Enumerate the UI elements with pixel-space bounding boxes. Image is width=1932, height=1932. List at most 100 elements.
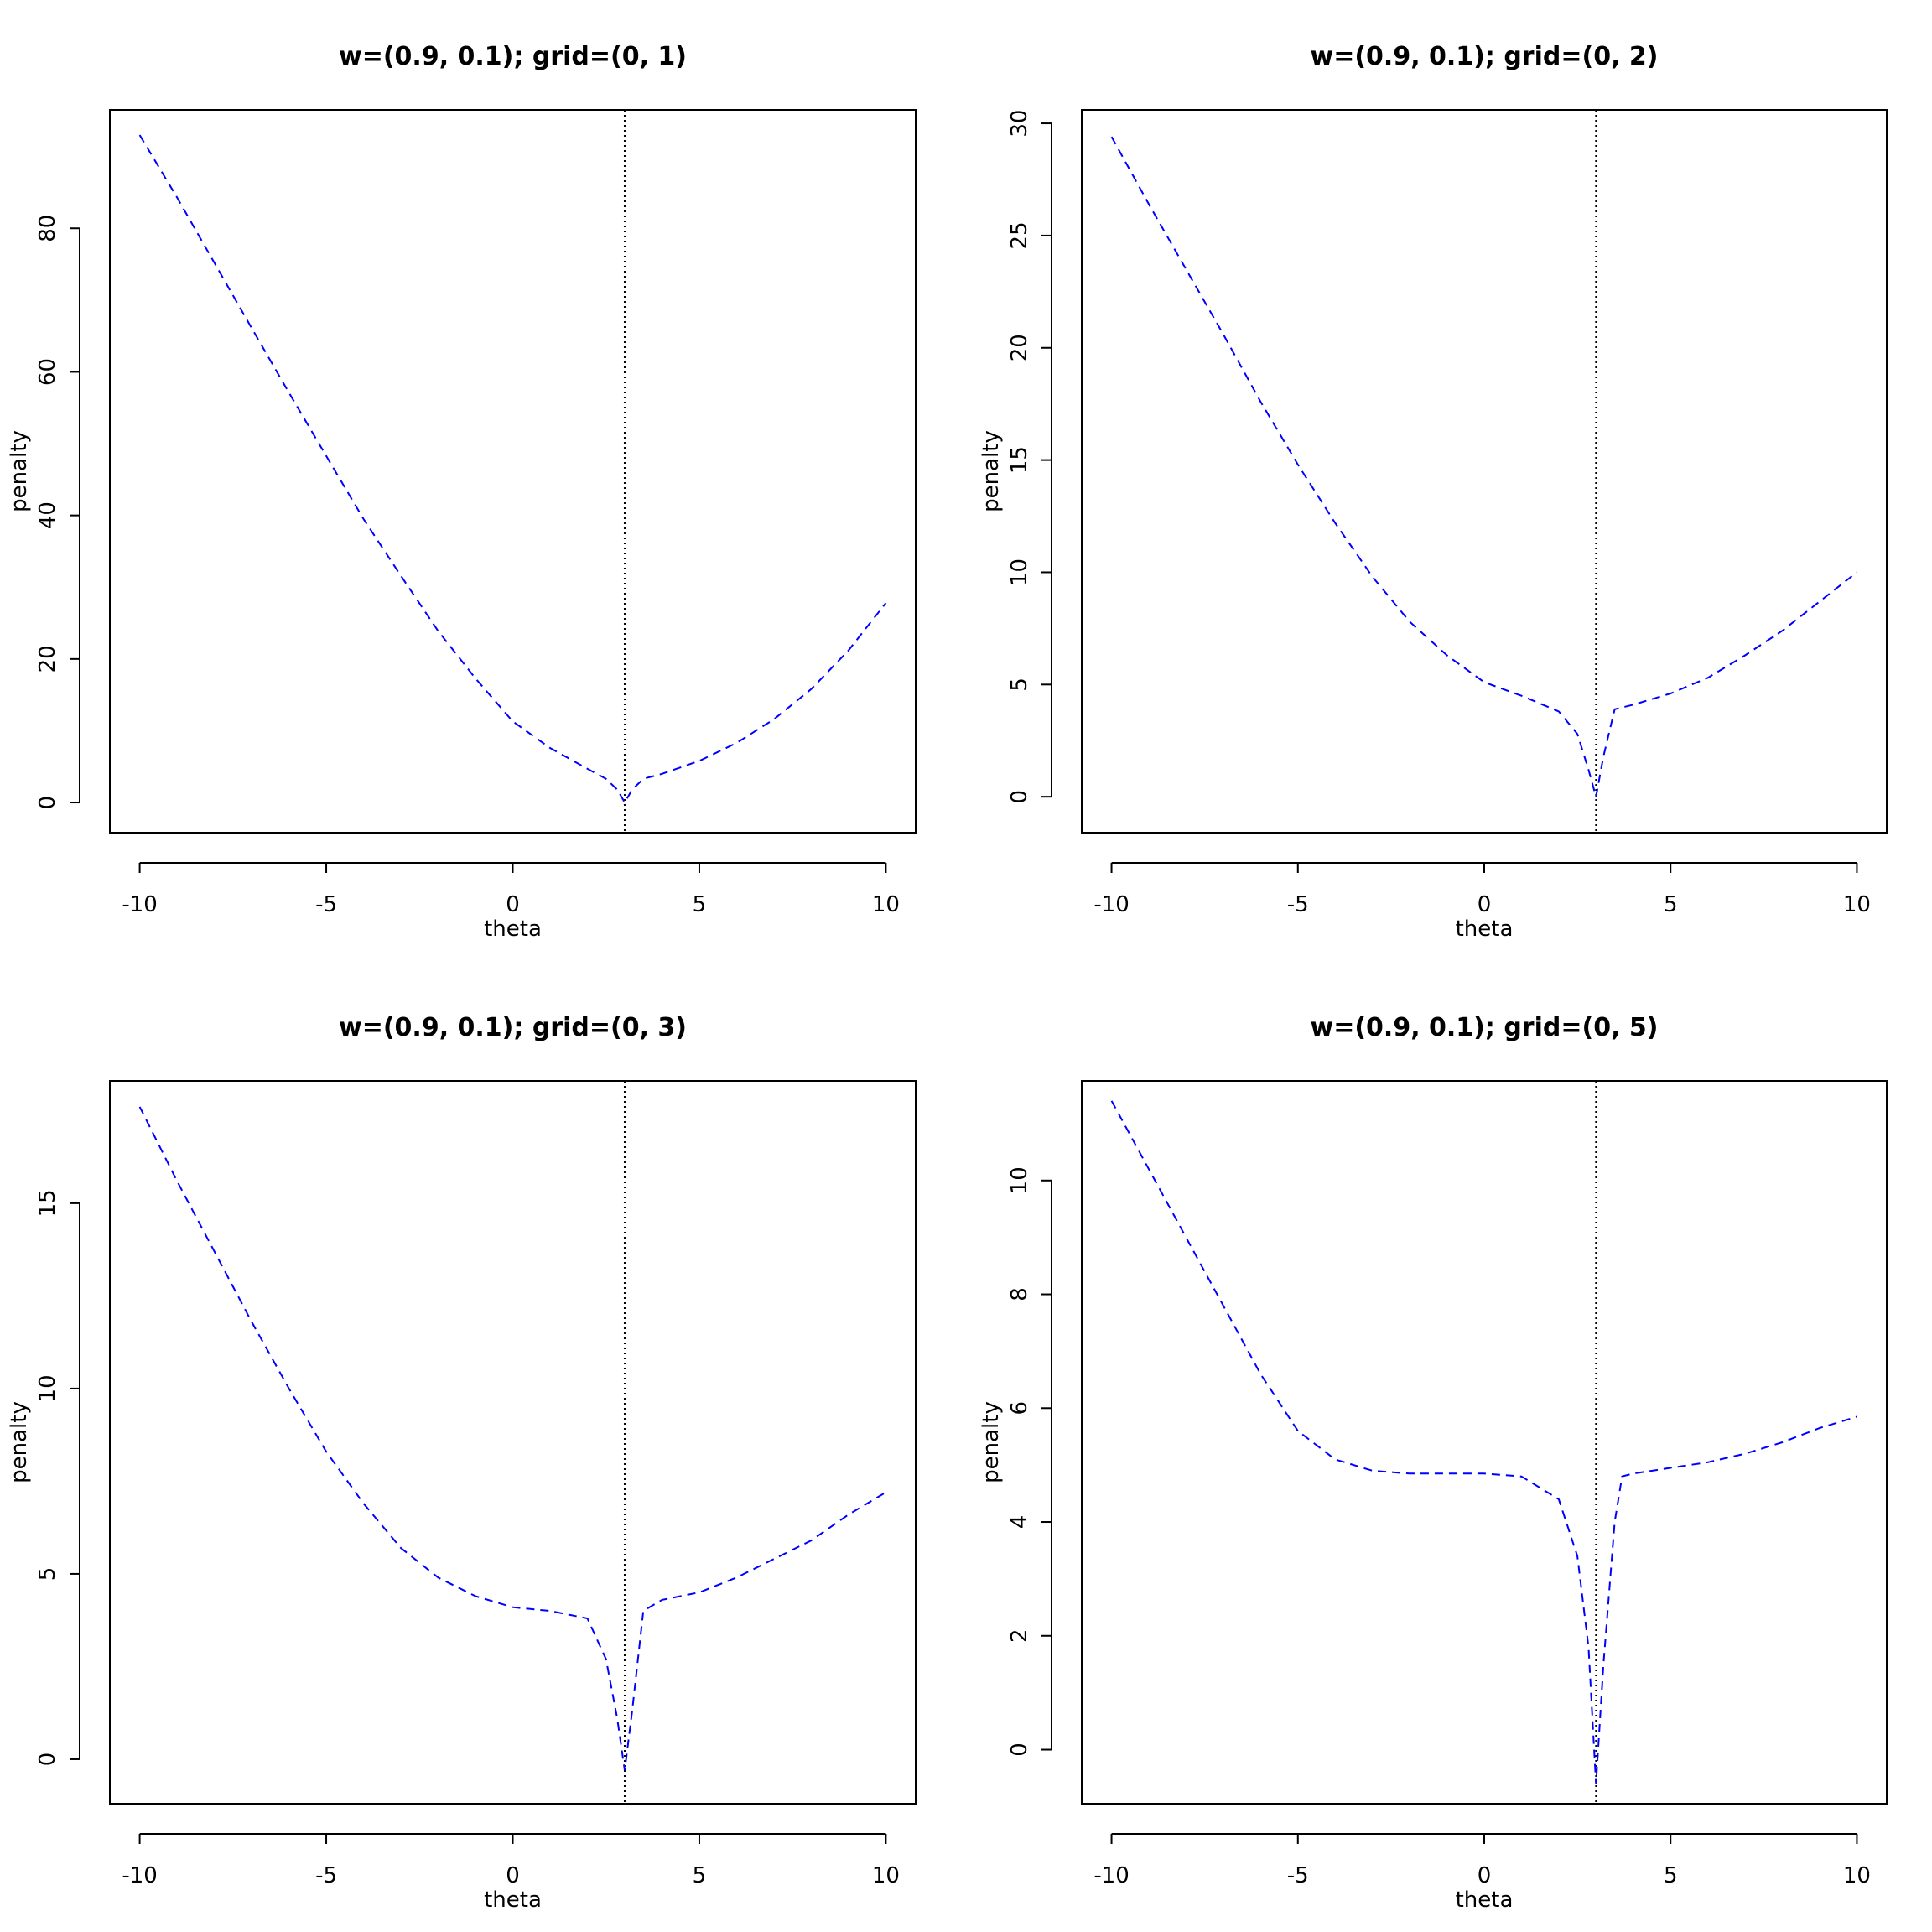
data-point <box>1588 769 1590 771</box>
y-tick-label: 0 <box>1007 1742 1032 1757</box>
y-tick-label: 25 <box>1007 221 1032 249</box>
data-point <box>475 1596 476 1597</box>
data-point <box>1614 1521 1616 1523</box>
data-point <box>736 742 738 744</box>
data-point <box>1186 268 1187 270</box>
data-point <box>438 631 439 632</box>
data-point <box>1223 1305 1224 1306</box>
y-tick-label: 40 <box>35 501 60 529</box>
x-tick-label: 0 <box>506 892 520 917</box>
data-point <box>587 768 589 770</box>
data-point <box>1602 756 1604 757</box>
chart-panel-2: w=(0.9, 0.1); grid=(0, 2)-10 -5 0 5 10theta0… <box>979 42 1888 942</box>
x-tick-label: -5 <box>1287 892 1309 917</box>
y-tick-label: 6 <box>1007 1401 1032 1415</box>
plot-frame <box>1081 109 1888 834</box>
data-point <box>1334 1459 1336 1461</box>
data-point <box>251 1322 252 1323</box>
data-point <box>1334 522 1336 524</box>
y-axis-label: penalty <box>7 430 32 512</box>
data-point <box>662 773 663 775</box>
chart-title: w=(0.9, 0.1); grid=(0, 5) <box>1310 1013 1658 1042</box>
data-point <box>736 1577 738 1579</box>
y-tick-label: 0 <box>35 796 60 810</box>
y-tick-label: 4 <box>1007 1515 1032 1530</box>
x-axis-label: theta <box>1456 1888 1514 1913</box>
data-point <box>1483 682 1485 683</box>
data-point <box>325 455 327 457</box>
x-tick-label: -10 <box>1093 1863 1129 1888</box>
y-axis-label: penalty <box>979 1401 1004 1483</box>
data-point <box>605 778 607 780</box>
data-point <box>1744 655 1746 657</box>
data-point <box>214 262 216 264</box>
data-point <box>886 602 887 604</box>
data-point <box>1857 1416 1858 1418</box>
series-line <box>1110 136 1858 797</box>
data-point <box>773 719 775 720</box>
data-point <box>1223 334 1224 335</box>
data-point <box>1602 1664 1604 1665</box>
x-tick-label: 5 <box>1664 1863 1678 1888</box>
data-point <box>139 1106 141 1108</box>
x-tick-label: 0 <box>1478 892 1492 917</box>
data-point <box>1707 1462 1709 1463</box>
y-axis-label: penalty <box>979 430 1004 512</box>
data-point <box>1483 1473 1485 1475</box>
x-tick-label: -10 <box>122 1863 157 1888</box>
data-point <box>1819 1427 1820 1429</box>
x-tick-label: 10 <box>1843 1863 1871 1888</box>
y-tick-label: 10 <box>1007 1166 1032 1194</box>
data-point <box>699 761 700 762</box>
plot-frame <box>109 109 917 834</box>
x-tick-label: 10 <box>1843 892 1871 917</box>
data-point <box>642 1610 644 1612</box>
x-tick-label: -5 <box>315 892 337 917</box>
data-point <box>512 1607 514 1608</box>
data-point <box>363 1503 365 1504</box>
data-point <box>1558 1498 1560 1500</box>
y-tick-label: 20 <box>1007 334 1032 361</box>
y-tick-label: 15 <box>35 1189 60 1217</box>
data-point <box>1670 693 1671 694</box>
data-point <box>1596 796 1597 797</box>
data-point <box>363 518 365 520</box>
chart-panel-3: w=(0.9, 0.1); grid=(0, 3)-10 -5 0 5 10theta0… <box>7 1013 917 1913</box>
x-tick-label: -5 <box>315 1863 337 1888</box>
x-tick-label: 0 <box>1478 1863 1492 1888</box>
x-tick-label: -5 <box>1287 1863 1309 1888</box>
y-tick-label: 5 <box>1007 678 1032 692</box>
data-point <box>848 1514 849 1515</box>
x-axis-label: theta <box>484 1888 542 1913</box>
plot-frame <box>109 1080 917 1805</box>
data-point <box>325 1451 327 1452</box>
data-point <box>631 1711 633 1712</box>
data-point <box>1186 1237 1187 1239</box>
data-point <box>587 1618 589 1619</box>
chart-panel-1: w=(0.9, 0.1); grid=(0, 1)-10 -5 0 5 10theta0… <box>7 42 917 942</box>
data-point <box>1670 1467 1671 1469</box>
data-point <box>139 134 141 136</box>
x-tick-label: 5 <box>693 1863 707 1888</box>
data-point <box>438 1577 439 1579</box>
y-tick-label: 60 <box>35 358 60 386</box>
y-tick-label: 8 <box>1007 1287 1032 1301</box>
data-point <box>1596 1783 1597 1784</box>
data-point <box>1260 401 1262 402</box>
data-point <box>176 197 178 199</box>
x-axis-label: theta <box>1456 917 1514 942</box>
data-point <box>1260 1374 1262 1375</box>
x-tick-label: 0 <box>506 1863 520 1888</box>
chart-title: w=(0.9, 0.1); grid=(0, 2) <box>1310 42 1658 71</box>
data-point <box>642 778 644 780</box>
data-point <box>1297 464 1299 465</box>
data-point <box>1409 621 1410 623</box>
data-point <box>400 575 402 577</box>
data-point <box>1744 1453 1746 1455</box>
data-point <box>616 789 618 791</box>
data-point <box>288 1388 290 1389</box>
data-point <box>1782 630 1784 631</box>
y-tick-label: 0 <box>35 1753 60 1767</box>
data-point <box>811 1540 813 1541</box>
